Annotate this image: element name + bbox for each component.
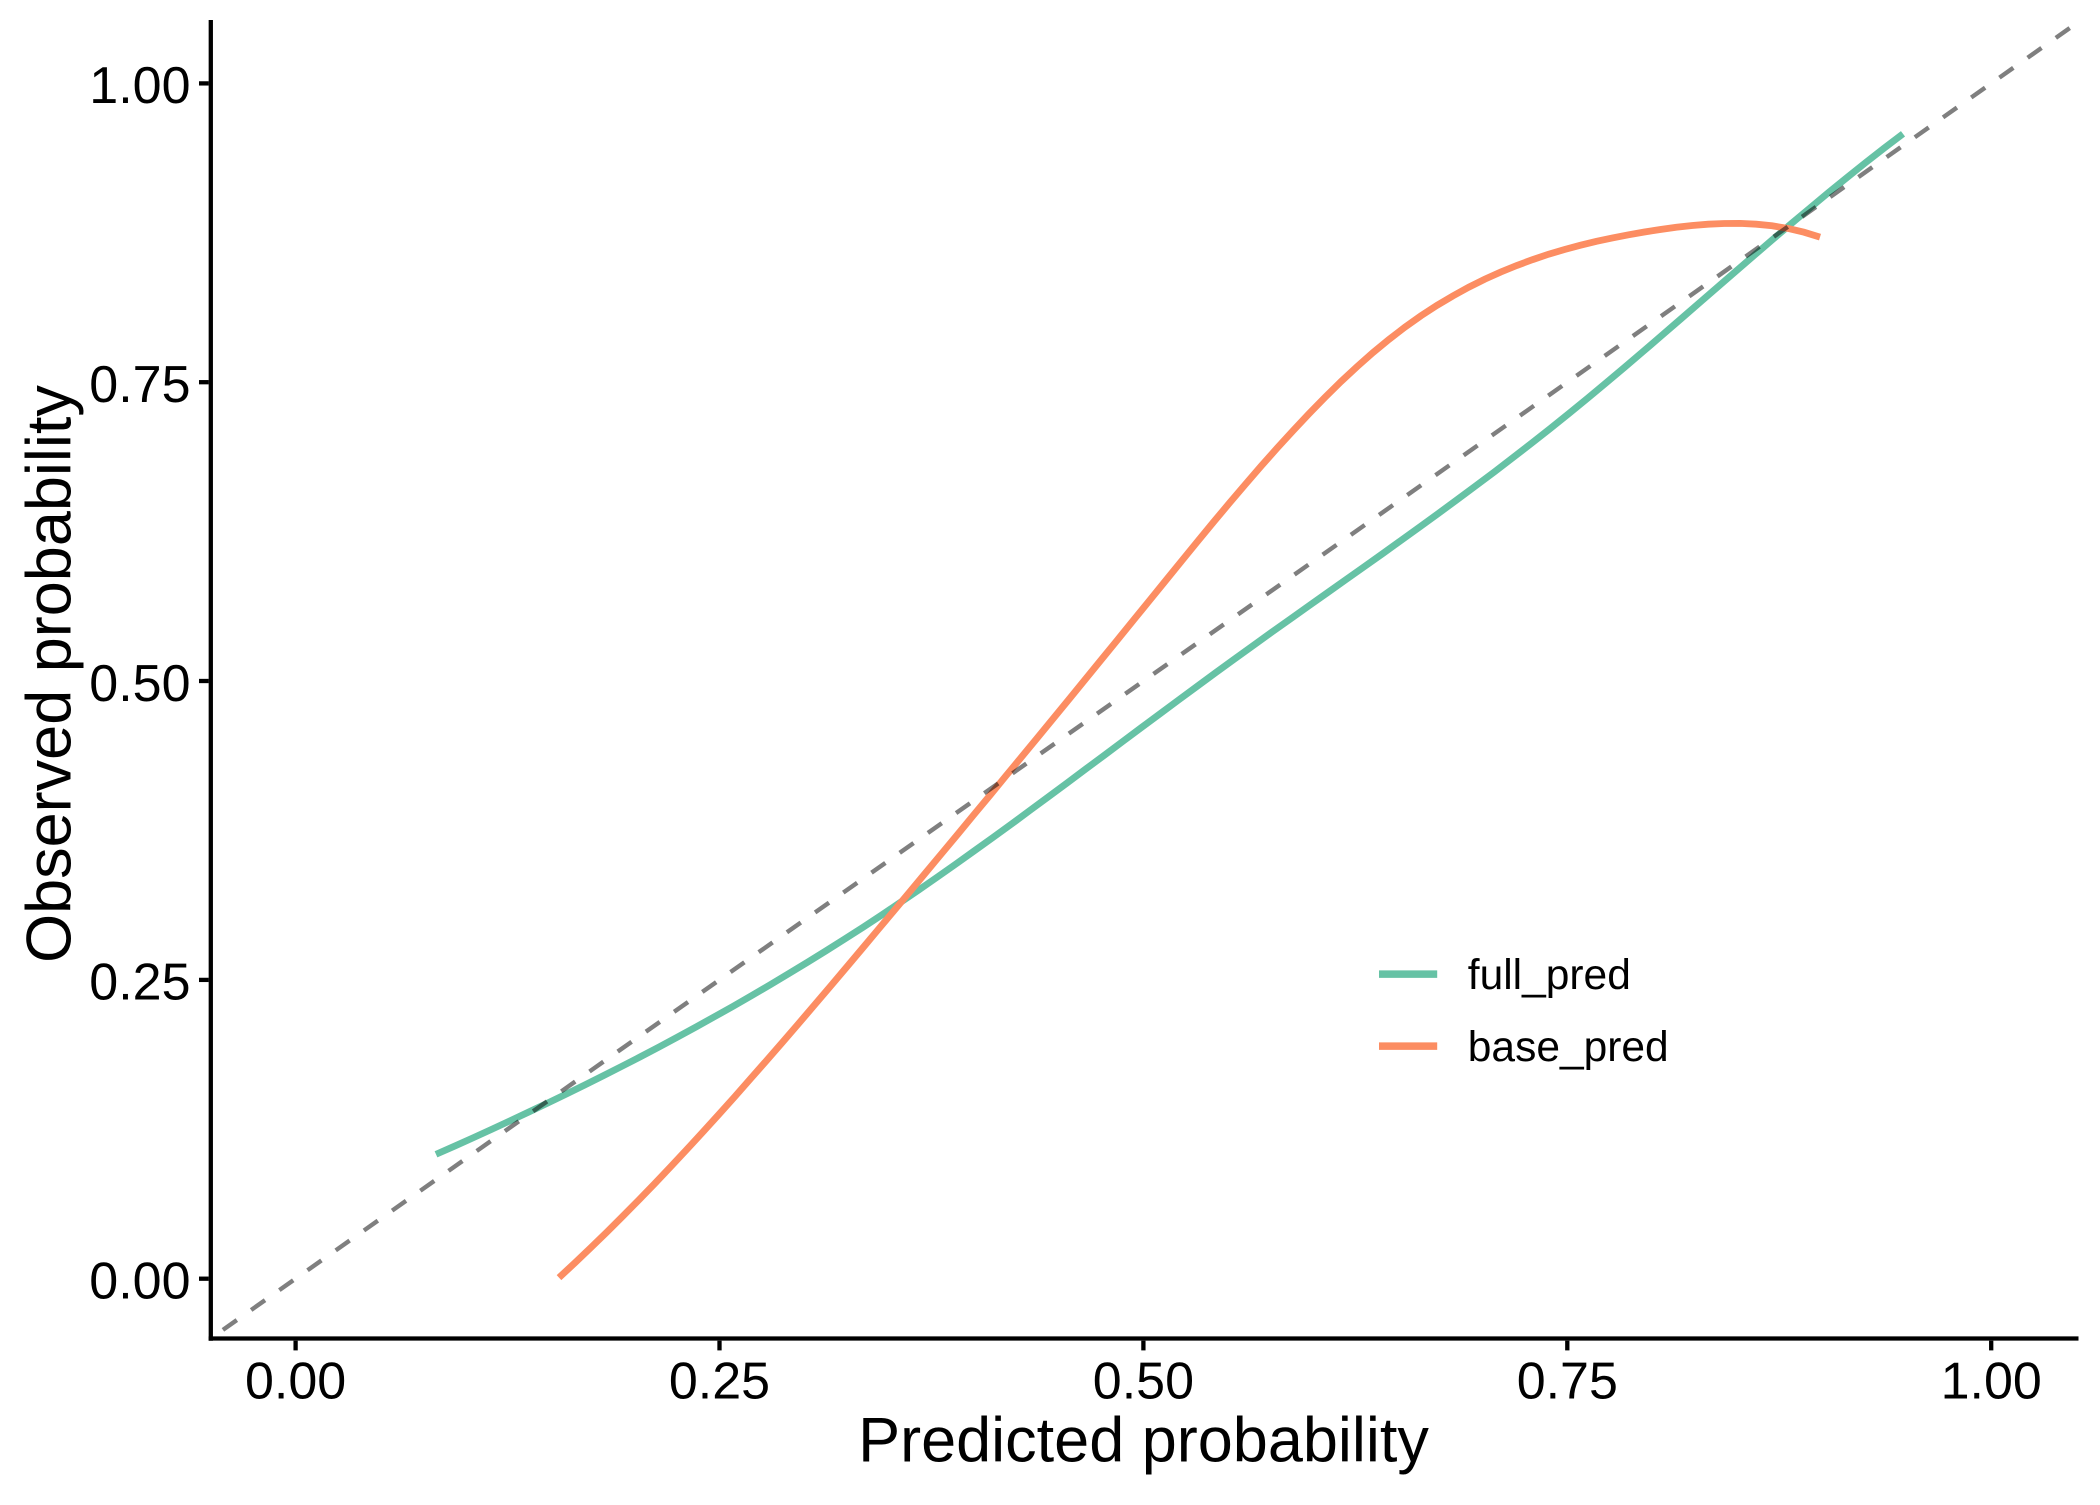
svg-text:base_pred: base_pred	[1468, 1024, 1669, 1071]
svg-text:0.00: 0.00	[245, 1353, 346, 1411]
svg-text:0.50: 0.50	[89, 655, 190, 713]
svg-text:Predicted probability: Predicted probability	[858, 1406, 1429, 1476]
svg-text:full_pred: full_pred	[1468, 952, 1631, 999]
svg-text:0.75: 0.75	[89, 356, 190, 414]
svg-text:0.00: 0.00	[89, 1252, 190, 1310]
svg-text:1.00: 1.00	[89, 57, 190, 115]
svg-text:0.75: 0.75	[1517, 1353, 1618, 1411]
svg-text:0.25: 0.25	[669, 1353, 770, 1411]
svg-text:0.50: 0.50	[1093, 1353, 1194, 1411]
svg-text:0.25: 0.25	[89, 954, 190, 1012]
svg-text:1.00: 1.00	[1941, 1353, 2042, 1411]
svg-text:Observed probability: Observed probability	[15, 385, 85, 963]
